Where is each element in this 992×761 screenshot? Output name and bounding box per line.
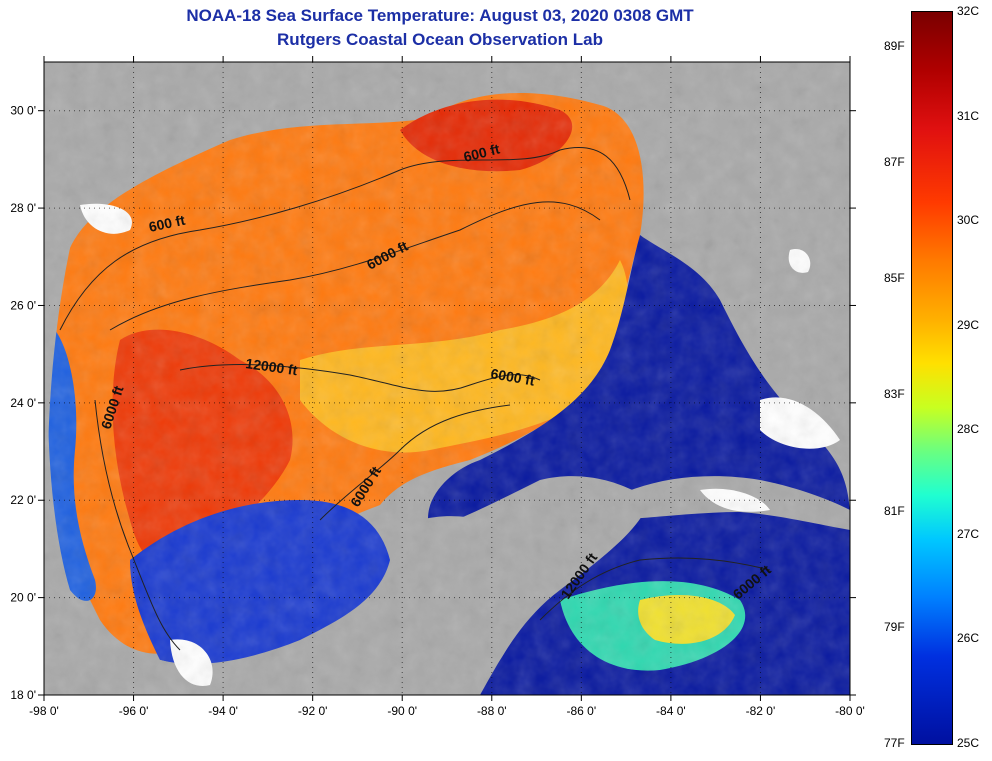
colorbar-celsius-label: 29C	[957, 317, 980, 332]
colorbar-celsius-label: 27C	[957, 526, 980, 541]
colorbar-fahrenheit-label: 87F	[884, 155, 905, 170]
lon-tick-label: -88 0'	[477, 704, 507, 718]
contour-label: 6000 ft	[489, 365, 536, 389]
graticule	[44, 62, 850, 695]
map-subtitle: Rutgers Coastal Ocean Observation Lab	[277, 30, 603, 49]
colorbar-celsius-label: 32C	[957, 4, 980, 18]
temperature-colorbar	[912, 12, 952, 744]
colorbar-celsius-label: 28C	[957, 422, 980, 437]
colorbar-fahrenheit-label: 77F	[884, 736, 905, 750]
colorbar-fahrenheit-label: 85F	[884, 271, 905, 286]
lat-tick-label: 24 0'	[10, 396, 36, 410]
colorbar-fahrenheit-label: 89F	[884, 38, 905, 53]
contour-caribbean	[539, 557, 771, 621]
lon-tick-label: -84 0'	[656, 704, 686, 718]
axis-ticks: -98 0' -96 0' -94 0' -92 0' -90 0' -88 0' -86 …	[10, 56, 865, 718]
lon-tick-label: -90 0'	[387, 704, 417, 718]
contour-6000ft-south	[319, 404, 511, 521]
lon-tick-label: -82 0'	[746, 704, 776, 718]
sst-texture	[44, 62, 850, 695]
colorbar-celsius-label: 26C	[957, 631, 980, 646]
lat-tick-label: 18 0'	[10, 688, 36, 702]
contour-label: 12000 ft	[245, 355, 299, 378]
contour-6000ft-north	[109, 201, 601, 331]
colorbar-celsius-label: 30C	[957, 213, 980, 228]
lon-tick-label: -98 0'	[29, 704, 59, 718]
colorbar-outline	[911, 11, 953, 745]
lat-tick-label: 28 0'	[10, 201, 36, 215]
colorbar-celsius-label: 31C	[957, 108, 980, 123]
contour-6000ft-west	[94, 399, 181, 651]
contour-label: 600 ft	[147, 212, 186, 235]
lon-tick-label: -92 0'	[298, 704, 328, 718]
lat-tick-label: 30 0'	[10, 104, 36, 118]
lat-tick-label: 26 0'	[10, 298, 36, 312]
map-title: NOAA-18 Sea Surface Temperature: August …	[186, 6, 694, 25]
colorbar-fahrenheit-label: 79F	[884, 619, 905, 634]
lon-tick-label: -96 0'	[119, 704, 149, 718]
contour-600ft	[59, 146, 631, 331]
sst-map: 600 ft 600 ft 6000 ft 6000 ft 12000 ft 6…	[10, 56, 865, 718]
colorbar-fahrenheit-label: 83F	[884, 387, 905, 402]
bathymetry-contours	[59, 146, 771, 651]
colorbar-celsius-label: 25C	[957, 736, 980, 750]
map-frame	[43, 61, 851, 696]
lon-tick-label: -86 0'	[567, 704, 597, 718]
lon-tick-label: -94 0'	[208, 704, 238, 718]
contour-12000ft	[179, 364, 541, 392]
colorbar-fahrenheit-label: 81F	[884, 503, 905, 518]
lon-tick-label: -80 0'	[835, 704, 865, 718]
lat-tick-label: 20 0'	[10, 591, 36, 605]
lat-tick-label: 22 0'	[10, 493, 36, 507]
